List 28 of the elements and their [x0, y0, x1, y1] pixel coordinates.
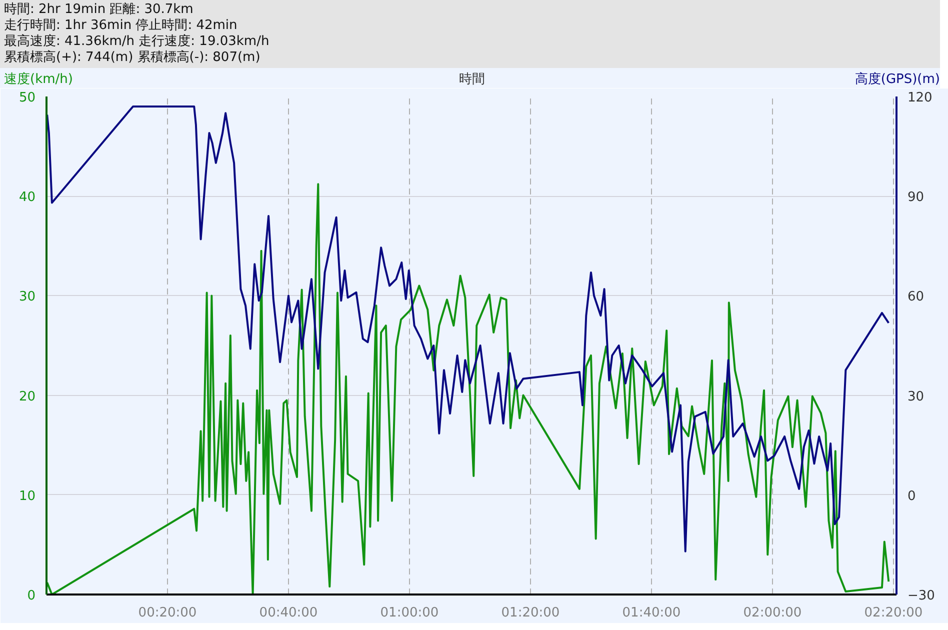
text: 累積標高(+): 744(m) 累積標高(-): 807(m) — [4, 50, 260, 65]
line-series — [46, 105, 890, 552]
line-series — [46, 183, 890, 594]
text: 最高速度: 41.36km/h 走行速度: 19.03km/h — [4, 34, 270, 49]
y-axis-title: 速度(km/h) — [4, 71, 74, 89]
y2-tick-label: 30 — [908, 389, 924, 404]
text: 走行時間: 1hr 36min 停止時間: 42min — [4, 18, 238, 33]
y2-tick-label: 0 — [908, 488, 916, 504]
x-tick-label: 02:00:00 — [743, 606, 802, 620]
x-axis-title: 時間 — [458, 71, 486, 89]
y-tick-label: 30 — [18, 290, 36, 305]
y2-tick-label: −30 — [908, 588, 935, 604]
y2-tick-label: 60 — [908, 290, 924, 305]
y-tick-label: 0 — [27, 588, 36, 604]
y-tick-label: 10 — [18, 488, 36, 504]
x-tick-label: 01:00:00 — [380, 606, 439, 620]
y2-tick-label: 90 — [908, 190, 924, 206]
y-tick-label: 40 — [18, 190, 36, 206]
x-tick-label: 02:20:00 — [864, 606, 923, 620]
x-tick-label: 00:20:00 — [138, 606, 197, 620]
x-tick-label: 01:40:00 — [622, 606, 681, 620]
chart-title: 時間: 2hr 19min 距離: 30.7km — [4, 2, 194, 17]
x-tick-label: 01:20:00 — [501, 606, 560, 620]
x-tick-label: 00:40:00 — [259, 606, 318, 620]
y-tick-label: 20 — [18, 389, 36, 404]
y-tick-label: 50 — [18, 90, 36, 106]
y2-axis-title: 高度(GPS)(m) — [854, 71, 940, 89]
y2-tick-label: 120 — [908, 90, 932, 106]
